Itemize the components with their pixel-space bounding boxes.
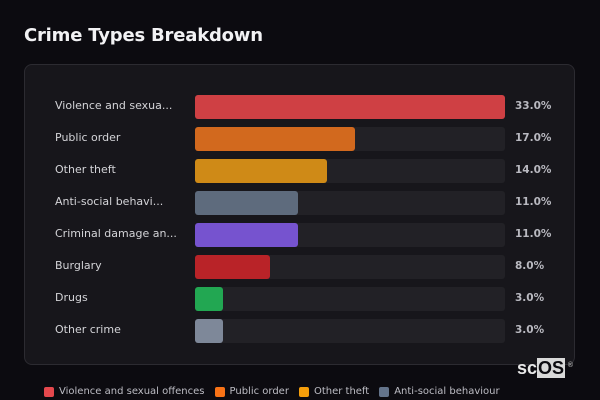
bar-fill[interactable] (195, 95, 505, 119)
bar-row[interactable]: Burglary 8.0% (25, 255, 574, 279)
logo-text: sc (517, 358, 538, 378)
bar-row[interactable]: Drugs 3.0% (25, 287, 574, 311)
legend-item[interactable]: Violence and sexual offences (44, 386, 205, 397)
logo-text-box: OS (537, 358, 566, 378)
legend-label: Anti-social behaviour (394, 386, 500, 397)
bar-value: 8.0% (515, 260, 545, 272)
chart-card: Violence and sexua... 33.0% Public order 17… (24, 64, 575, 365)
bar-row[interactable]: Anti-social behavi... 11.0% (25, 191, 574, 215)
bar-value: 11.0% (515, 228, 552, 240)
bar-track (195, 287, 505, 311)
bar-value: 3.0% (515, 292, 545, 304)
bar-label: Anti-social behavi... (55, 195, 164, 208)
bar-row[interactable]: Violence and sexua... 33.0% (25, 95, 574, 119)
bar-track (195, 223, 505, 247)
legend-label: Violence and sexual offences (59, 386, 205, 397)
bar-track (195, 159, 505, 183)
bar-row[interactable]: Other crime 3.0% (25, 319, 574, 343)
bar-label: Public order (55, 131, 121, 144)
bar-track (195, 127, 505, 151)
bar-fill[interactable] (195, 191, 299, 215)
bar-value: 3.0% (515, 324, 545, 336)
legend-item[interactable]: Other theft (298, 386, 370, 397)
bar-value: 33.0% (515, 100, 552, 112)
bar-value: 14.0% (515, 164, 552, 176)
legend-item[interactable]: Anti-social behaviour (379, 386, 500, 397)
bar-fill[interactable] (195, 287, 224, 311)
bar-row[interactable]: Public order 17.0% (25, 127, 574, 151)
chart-legend: Violence and sexual offences Public order… (44, 386, 500, 397)
legend-label: Public order (229, 386, 289, 397)
bar-track (195, 191, 505, 215)
bar-label: Criminal damage an... (55, 227, 177, 240)
bar-fill[interactable] (195, 255, 271, 279)
bar-label: Burglary (55, 259, 102, 272)
page-title: Crime Types Breakdown (24, 25, 263, 46)
bar-value: 11.0% (515, 196, 552, 208)
bar-value: 17.0% (515, 132, 552, 144)
bar-label: Other theft (55, 163, 116, 176)
legend-swatch-icon (214, 386, 225, 397)
legend-swatch-icon (298, 386, 309, 397)
legend-swatch-icon (379, 386, 390, 397)
bar-row[interactable]: Other theft 14.0% (25, 159, 574, 183)
legend-label: Other theft (313, 386, 370, 397)
bar-label: Violence and sexua... (55, 99, 173, 112)
bar-fill[interactable] (195, 127, 355, 151)
bar-label: Other crime (55, 323, 121, 336)
bar-track (195, 255, 505, 279)
bar-track (195, 319, 505, 343)
bar-fill[interactable] (195, 159, 327, 183)
legend-item[interactable]: Public order (214, 386, 289, 397)
registered-mark: ® (567, 362, 574, 369)
bar-label: Drugs (55, 291, 88, 304)
legend-swatch-icon (44, 386, 54, 397)
bar-track (195, 95, 505, 119)
logo: scOS ® (517, 358, 573, 378)
bar-fill[interactable] (195, 319, 224, 343)
bar-row[interactable]: Criminal damage an... 11.0% (25, 223, 574, 247)
bar-fill[interactable] (195, 223, 299, 247)
